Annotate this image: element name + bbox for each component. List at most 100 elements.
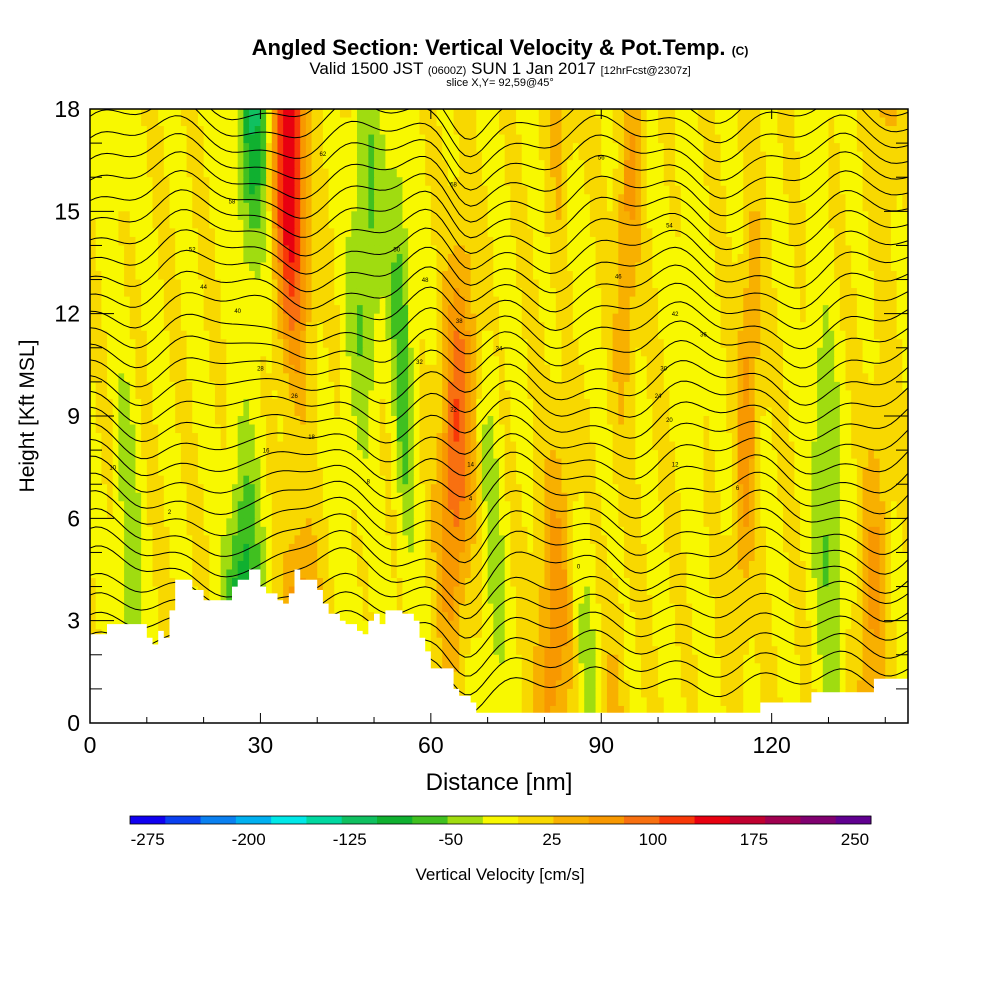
heat-cell — [425, 330, 432, 340]
heat-cell — [459, 160, 466, 170]
heat-cell — [499, 219, 506, 229]
heat-cell — [601, 117, 608, 127]
heat-cell — [294, 271, 301, 281]
heat-cell — [504, 202, 511, 212]
heat-cell — [680, 168, 688, 178]
heat-cell — [95, 143, 102, 153]
heat-cell — [294, 313, 301, 323]
heat-cell — [487, 126, 494, 136]
heat-cell — [533, 339, 540, 349]
heat-cell — [777, 245, 784, 255]
heat-cell — [618, 305, 625, 315]
heat-cell — [516, 330, 523, 340]
heat-cell — [765, 134, 773, 144]
heat-cell — [243, 211, 250, 221]
heat-cell — [220, 262, 227, 272]
heat-cell — [95, 271, 102, 281]
heat-cell — [652, 117, 659, 127]
heat-cell — [385, 168, 392, 178]
heat-cell — [544, 109, 551, 119]
heat-cell — [555, 134, 563, 144]
heat-cell — [578, 398, 585, 409]
heat-cell — [305, 177, 313, 187]
heat-cell — [902, 160, 908, 170]
heat-cell — [487, 228, 494, 238]
heat-cell — [499, 109, 506, 119]
heat-cell — [635, 271, 642, 281]
heat-cell — [811, 339, 818, 349]
heat-cell — [197, 381, 205, 392]
heat-cell — [209, 143, 216, 153]
heat-cell — [737, 211, 744, 221]
heat-cell — [743, 262, 750, 272]
heat-cell — [641, 151, 648, 161]
heat-cell — [322, 185, 330, 195]
heat-cell — [345, 126, 352, 136]
heat-cell — [249, 398, 256, 409]
heat-cell — [283, 347, 290, 357]
heat-cell — [124, 339, 131, 349]
heat-cell — [902, 330, 908, 340]
heat-cell — [578, 228, 585, 238]
heat-cell — [152, 228, 159, 238]
heat-cell — [158, 143, 165, 153]
heat-cell — [578, 262, 585, 272]
heat-cell — [249, 109, 256, 119]
heat-cell — [510, 305, 517, 315]
heat-cell — [680, 194, 688, 204]
heat-cell — [890, 381, 898, 392]
heat-cell — [124, 117, 131, 127]
heat-cell — [493, 381, 500, 392]
heat-cell — [783, 177, 790, 187]
heat-cell — [663, 168, 671, 178]
heat-cell — [783, 151, 790, 161]
heat-cell — [629, 313, 636, 323]
heat-cell — [311, 202, 318, 212]
heat-cell — [487, 134, 494, 144]
heat-cell — [345, 390, 352, 400]
heat-cell — [731, 288, 739, 298]
heat-cell — [623, 381, 631, 392]
heat-cell — [277, 236, 284, 247]
heat-cell — [135, 364, 142, 374]
heat-cell — [135, 279, 142, 289]
heat-cell — [805, 211, 813, 221]
heat-cell — [811, 143, 818, 153]
heat-cell — [237, 381, 244, 392]
heat-cell — [777, 194, 784, 204]
heat-cell — [828, 168, 835, 178]
heat-cell — [817, 330, 824, 340]
heat-cell — [436, 134, 443, 144]
heat-cell — [862, 356, 869, 366]
heat-cell — [220, 373, 227, 383]
heat-cell — [141, 364, 148, 374]
heat-cell — [266, 390, 273, 400]
heat-cell — [402, 390, 409, 400]
heat-cell — [476, 177, 483, 187]
heat-cell — [584, 219, 591, 229]
heat-cell — [873, 245, 881, 255]
heat-cell — [135, 390, 142, 400]
heat-cell — [476, 296, 483, 306]
heat-cell — [175, 117, 182, 127]
heat-cell — [567, 347, 574, 357]
heat-cell — [720, 236, 727, 247]
heat-cell — [499, 271, 506, 281]
heat-cell — [834, 194, 841, 204]
heat-cell — [618, 109, 625, 119]
heat-cell — [550, 117, 557, 127]
heat-cell — [266, 202, 273, 212]
heat-cell — [839, 390, 847, 400]
heat-cell — [158, 288, 165, 298]
heat-cell — [845, 279, 852, 289]
heat-cell — [243, 134, 250, 144]
heat-cell — [283, 160, 290, 170]
heat-cell — [294, 305, 301, 315]
heat-cell — [90, 347, 97, 357]
heat-cell — [578, 271, 585, 281]
heat-cell — [90, 202, 97, 212]
heat-cell — [175, 339, 182, 349]
heat-cell — [368, 296, 375, 306]
heat-cell — [567, 228, 574, 238]
subtitle-zulu: (0600Z) — [427, 65, 467, 77]
